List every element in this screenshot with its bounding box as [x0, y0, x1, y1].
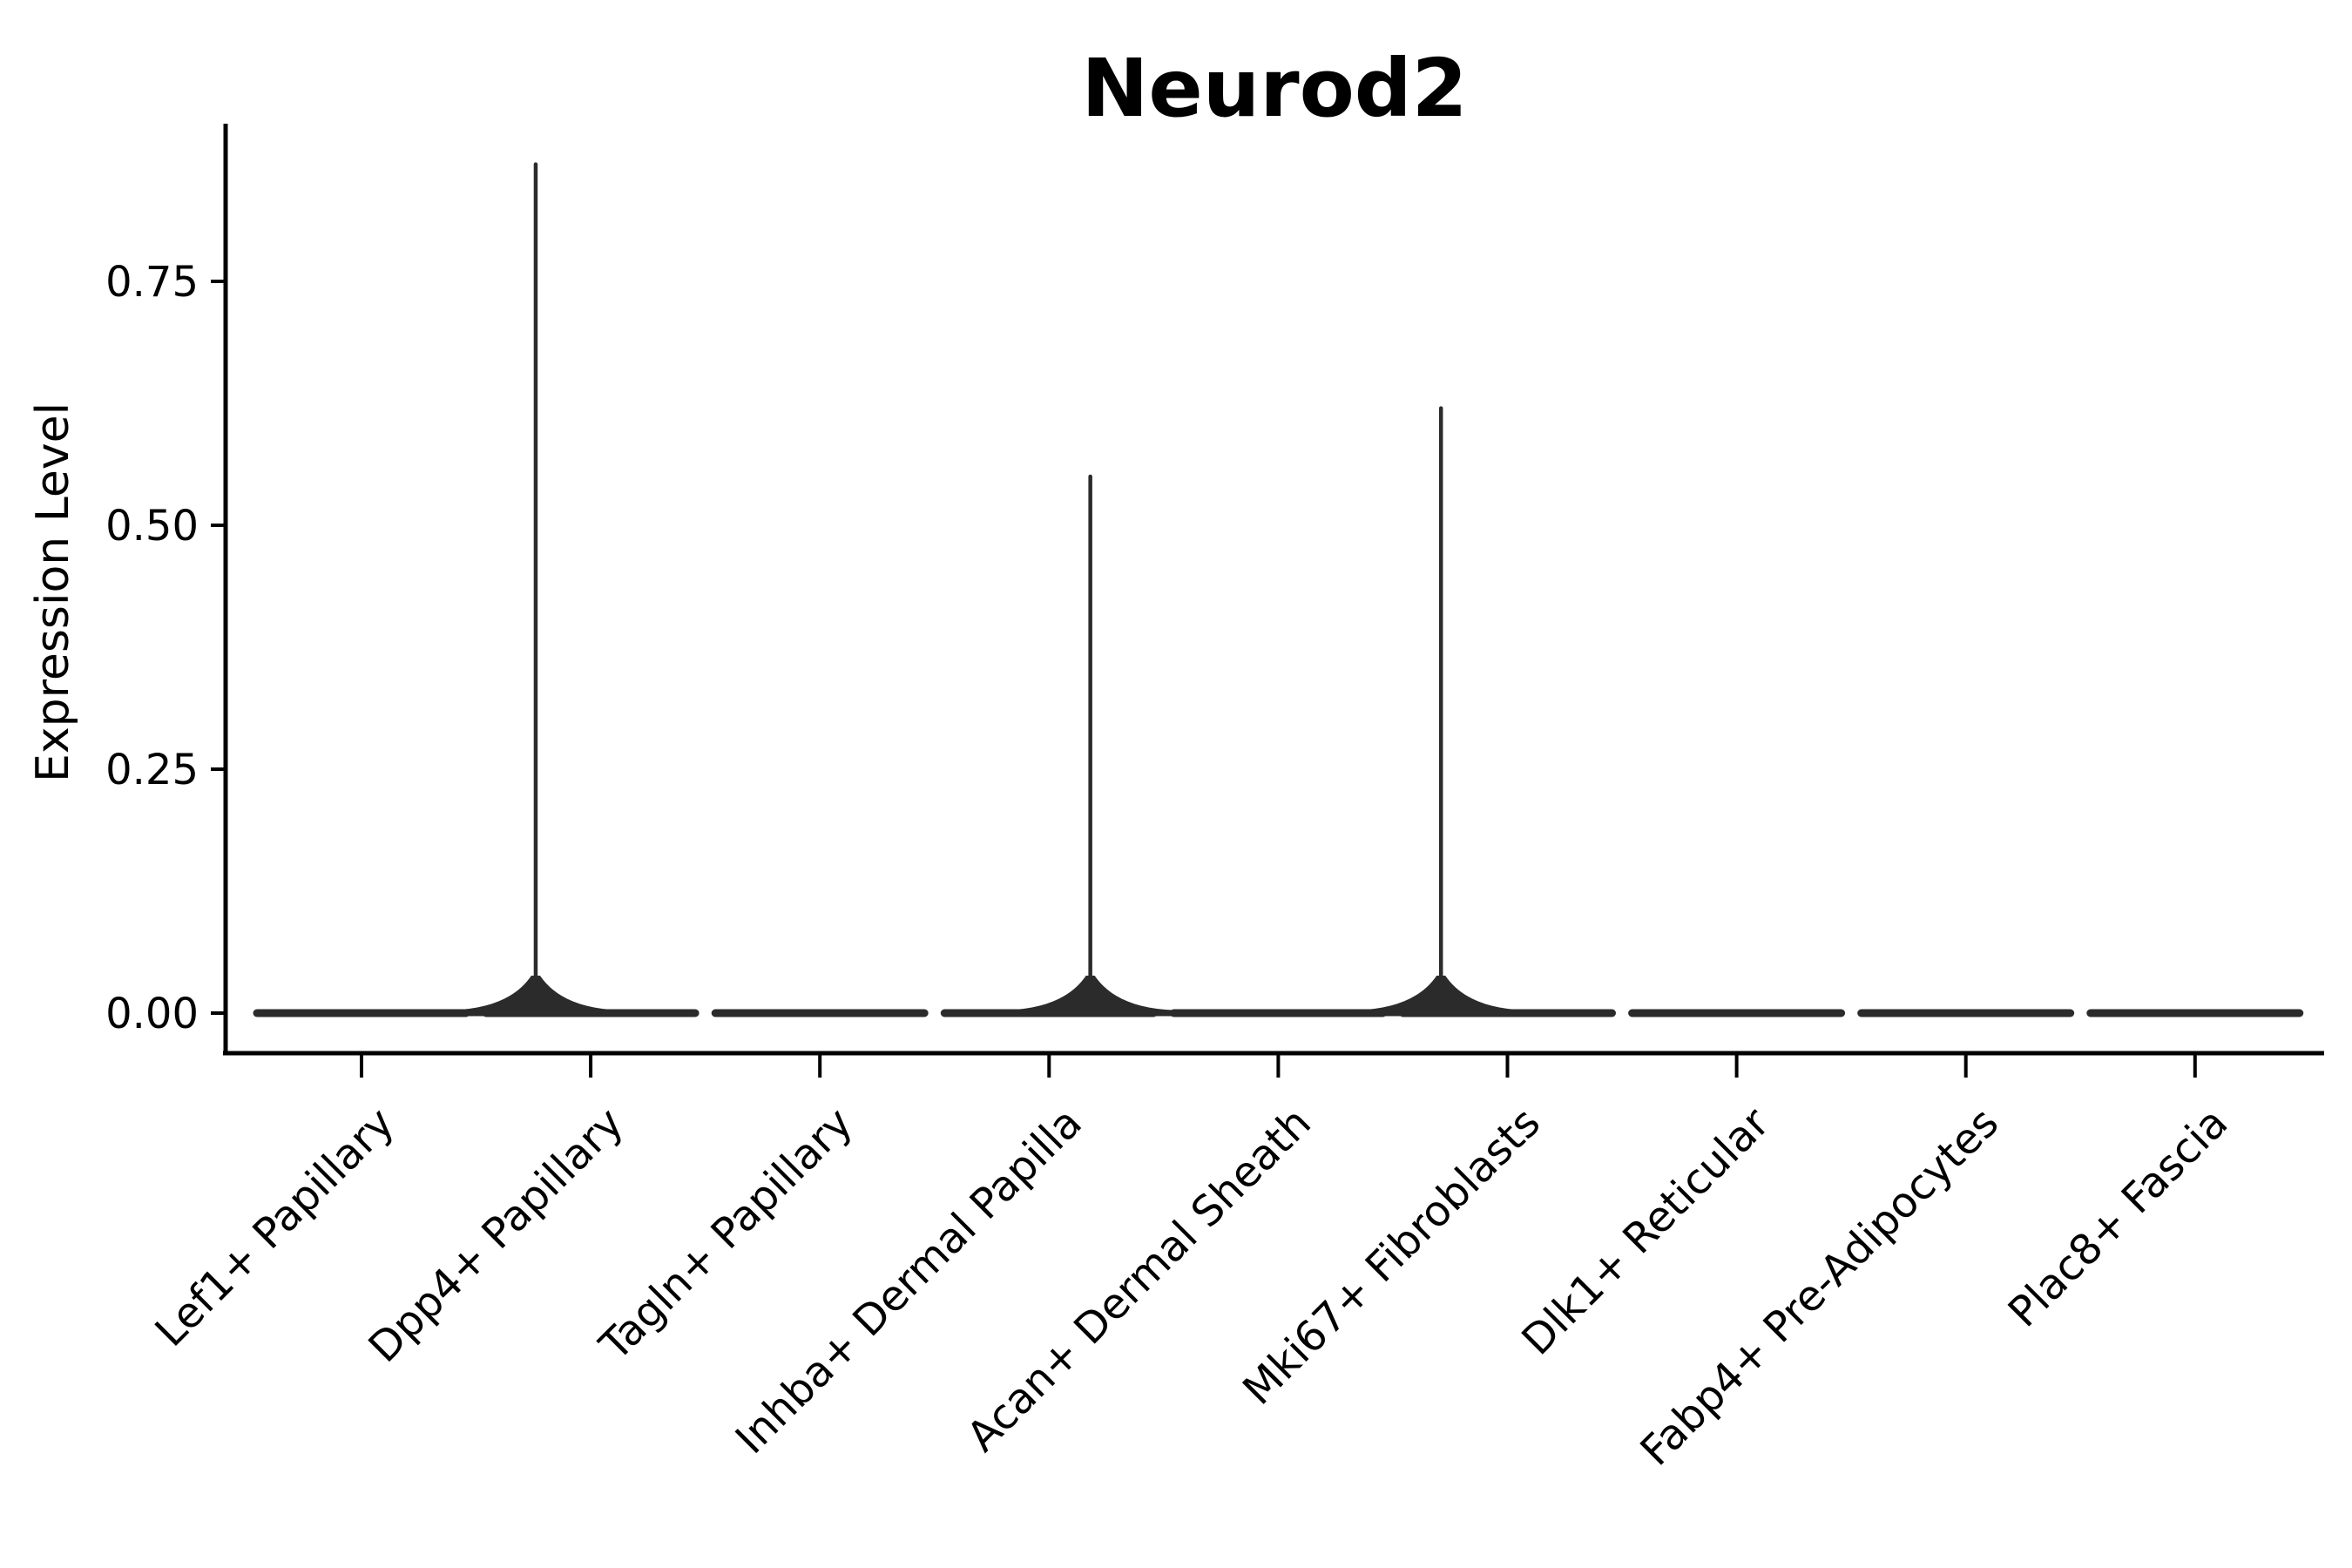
x-tick-label: Tagln+ Papillary	[590, 1098, 862, 1370]
violin-flare	[1007, 976, 1173, 1017]
y-tick-label: 0.50	[105, 502, 199, 551]
y-tick-label: 0.00	[105, 990, 199, 1038]
x-tick-label: Lef1+ Papillary	[146, 1098, 404, 1356]
y-tick-label: 0.75	[105, 258, 199, 307]
violin-flare	[1358, 976, 1524, 1017]
chart-title: Neurod2	[1081, 42, 1467, 135]
violin-4	[940, 474, 1173, 1017]
y-tick-label: 0.25	[105, 746, 199, 794]
y-axis-label: Expression Level	[27, 402, 79, 782]
y-axis-ticks: 0.00 0.25 0.50 0.75	[105, 258, 226, 1038]
x-tick-label: Plac8+ Fascia	[1999, 1098, 2238, 1337]
violin-flare	[452, 976, 618, 1017]
x-tick-label: Dpp4+ Papillary	[360, 1098, 633, 1372]
violin-2	[452, 162, 700, 1017]
violins	[253, 162, 2304, 1017]
violin-6	[1358, 406, 1616, 1017]
x-tick-label: Dlk1+ Reticular	[1512, 1098, 1779, 1365]
